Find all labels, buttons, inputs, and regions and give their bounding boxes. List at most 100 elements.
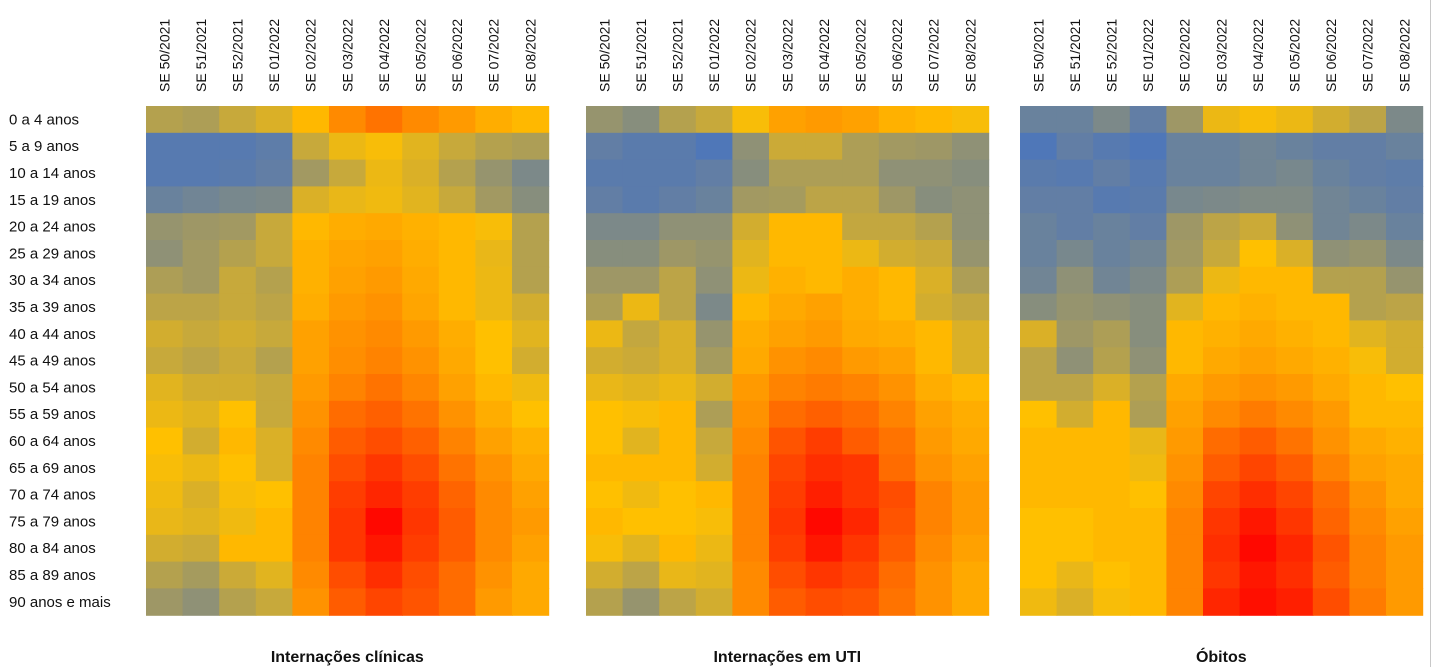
heatmap-cell: [255, 293, 293, 321]
heatmap-cell: [1386, 347, 1424, 375]
heatmap-cell: [1203, 454, 1241, 482]
heatmap-cell: [1056, 293, 1094, 321]
heatmap-cell: [402, 293, 440, 321]
heatmap-cell: [842, 400, 880, 429]
heatmap-cell: [1276, 293, 1314, 321]
heatmap-cell: [622, 132, 660, 161]
heatmap-cell: [1020, 534, 1058, 563]
heatmap-cell: [512, 374, 550, 402]
heatmap-cell: [365, 588, 403, 616]
heatmap-cell: [475, 454, 513, 482]
heatmap-cell: [1056, 374, 1094, 402]
heatmap-cell: [732, 240, 770, 268]
column-label: SE 08/2022: [1396, 19, 1412, 92]
heatmap-cell: [1056, 561, 1094, 589]
column-label: SE 06/2022: [1323, 19, 1339, 92]
column-label: SE 02/2022: [1177, 19, 1193, 92]
frame-edge: [1430, 0, 1431, 667]
heatmap-cell: [622, 400, 660, 429]
heatmap-cell: [915, 266, 953, 295]
heatmap-cell: [329, 427, 367, 455]
heatmap-panel-1: SE 50/2021 SE 51/2021 SE 52/2021 SE 01/2022…: [146, 19, 550, 666]
heatmap-cell: [255, 561, 293, 589]
heatmap-cell: [805, 106, 843, 134]
heatmap-cell: [1093, 588, 1131, 616]
heatmap-cell: [1312, 374, 1350, 402]
heatmap-cell: [805, 132, 843, 161]
heatmap-panel-2: SE 50/2021 SE 51/2021 SE 52/2021 SE 01/2022…: [586, 19, 990, 666]
heatmap-cell: [1129, 132, 1167, 161]
heatmap-cell: [1239, 588, 1277, 616]
heatmap-cell: [1239, 347, 1277, 375]
heatmap-cell: [769, 320, 807, 348]
heatmap-cell: [1129, 374, 1167, 402]
heatmap-cell: [402, 240, 440, 268]
heatmap-cell: [219, 106, 257, 134]
row-label: 65 a 69 anos: [9, 460, 96, 477]
heatmap-cell: [1129, 159, 1167, 187]
heatmap-cell: [1129, 561, 1167, 589]
heatmap-cell: [1386, 320, 1424, 348]
heatmap-cell: [292, 159, 330, 187]
heatmap-cell: [915, 186, 953, 214]
heatmap-cell: [769, 454, 807, 482]
row-label: 55 a 59 anos: [9, 406, 96, 423]
heatmap-cell: [842, 213, 880, 241]
heatmap-cell: [732, 186, 770, 214]
heatmap-cell: [438, 347, 476, 375]
heatmap-cell: [586, 213, 624, 241]
heatmap-cell: [1093, 186, 1131, 214]
heatmap-cell: [659, 508, 697, 536]
column-label: SE 51/2021: [1067, 19, 1083, 92]
heatmap-cell: [1203, 240, 1241, 268]
heatmap-cell: [1056, 132, 1094, 161]
column-label: SE 51/2021: [193, 19, 209, 92]
heatmap-cell: [255, 159, 293, 187]
heatmap-cell: [659, 561, 697, 589]
heatmap-cell: [402, 427, 440, 455]
heatmap-cell: [255, 106, 293, 134]
heatmap-cell: [1129, 106, 1167, 134]
heatmap-cell: [512, 132, 550, 161]
heatmap-cell: [255, 508, 293, 536]
heatmap-cell: [659, 132, 697, 161]
heatmap-cell: [769, 374, 807, 402]
heatmap-cell: [1276, 400, 1314, 429]
heatmap-cell: [255, 534, 293, 563]
heatmap-cell: [219, 159, 257, 187]
heatmap-cell: [365, 106, 403, 134]
heatmap-cell: [1386, 508, 1424, 536]
heatmap-cell: [365, 561, 403, 589]
heatmap-cell: [586, 159, 624, 187]
heatmap-cell: [1129, 347, 1167, 375]
heatmap-cell: [255, 213, 293, 241]
heatmap-cell: [402, 347, 440, 375]
heatmap-cell: [659, 186, 697, 214]
heatmap-cell: [659, 320, 697, 348]
heatmap-cell: [512, 213, 550, 241]
column-label: SE 50/2021: [156, 19, 172, 92]
heatmap-cell: [1203, 213, 1241, 241]
heatmap-cell: [1349, 132, 1387, 161]
heatmap-cell: [292, 481, 330, 509]
heatmap-cell: [878, 400, 916, 429]
heatmap-cell: [1276, 561, 1314, 589]
heatmap-cell: [1129, 588, 1167, 616]
heatmap-cell: [146, 508, 184, 536]
heatmap-cell: [1276, 132, 1314, 161]
heatmap-cell: [915, 561, 953, 589]
heatmap-cell: [769, 266, 807, 295]
heatmap-cell: [695, 186, 733, 214]
panel-title: Internações clínicas: [271, 649, 424, 666]
heatmap-cell: [842, 240, 880, 268]
heatmap-cell: [1093, 454, 1131, 482]
heatmap-cell: [1386, 534, 1424, 563]
heatmap-cell: [805, 427, 843, 455]
heatmap-cell: [805, 561, 843, 589]
heatmap-cell: [182, 213, 220, 241]
heatmap-cell: [255, 186, 293, 214]
heatmap-cell: [1239, 106, 1277, 134]
heatmap-cell: [402, 320, 440, 348]
heatmap-cell: [952, 454, 990, 482]
